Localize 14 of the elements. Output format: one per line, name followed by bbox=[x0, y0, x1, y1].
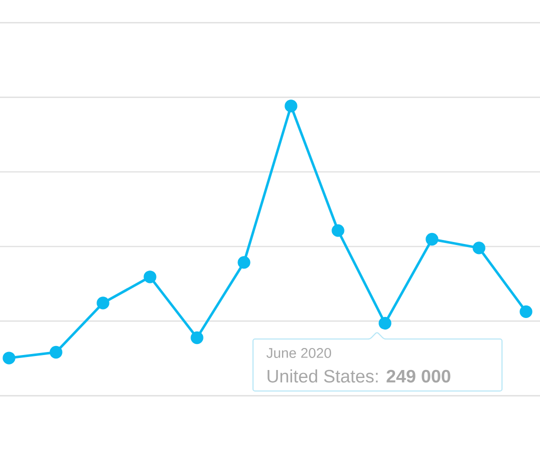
annotation: United States: 249 000 bbox=[268, 369, 450, 383]
annotation: June 2020 bbox=[266, 348, 332, 358]
point bbox=[2, 352, 16, 364]
point bbox=[426, 232, 438, 246]
point bbox=[50, 346, 62, 359]
point bbox=[378, 316, 392, 330]
point bbox=[144, 270, 156, 284]
point bbox=[472, 242, 486, 254]
point bbox=[520, 305, 532, 318]
point bbox=[238, 256, 250, 269]
point bbox=[284, 100, 298, 112]
point bbox=[96, 296, 110, 310]
point bbox=[190, 331, 204, 344]
point bbox=[332, 224, 344, 237]
